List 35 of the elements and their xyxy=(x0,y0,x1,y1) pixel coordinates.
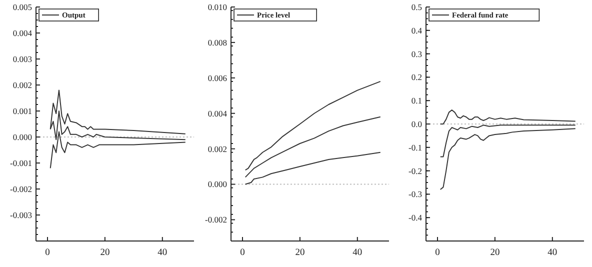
y-tick-label: -0.003 xyxy=(10,210,32,220)
x-tick-label: 20 xyxy=(490,248,500,258)
x-tick-label: 40 xyxy=(158,248,168,258)
y-tick-label: -0.002 xyxy=(10,184,32,194)
y-tick-label: 0.006 xyxy=(208,72,227,83)
y-tick-label: -0.001 xyxy=(10,158,32,168)
y-tick-label: 0.002 xyxy=(208,144,227,154)
y-tick-label: 0.010 xyxy=(208,2,227,12)
x-tick-label: 0 xyxy=(435,248,440,258)
y-tick-label: -0.1 xyxy=(408,142,422,152)
y-tick-label: 0.3 xyxy=(411,48,422,59)
y-tick-label: 0.5 xyxy=(411,2,422,12)
y-tick-label: -0.002 xyxy=(205,214,227,225)
y-tick-label: 0.002 xyxy=(12,80,32,90)
y-tick-label: 0.003 xyxy=(12,54,32,64)
x-tick-label: 0 xyxy=(45,248,50,258)
y-tick-label: 0.000 xyxy=(208,179,227,190)
y-tick-label: -0.4 xyxy=(408,212,423,223)
y-tick-label: 0.2 xyxy=(411,72,422,82)
y-tick-label: 0.1 xyxy=(411,96,422,106)
y-tick-label: -0.3 xyxy=(408,189,422,200)
x-tick-label: 40 xyxy=(352,248,362,258)
x-tick-label: 20 xyxy=(100,248,110,258)
y-tick-label: 0.001 xyxy=(12,106,32,116)
y-tick-label: 0.4 xyxy=(411,25,423,36)
y-tick-label: 0.008 xyxy=(208,37,227,48)
y-tick-label: 0.000 xyxy=(12,132,32,142)
y-tick-label: -0.2 xyxy=(408,166,422,176)
y-tick-label: 0.005 xyxy=(12,2,32,12)
x-tick-label: 40 xyxy=(548,248,558,258)
y-tick-label: 0.004 xyxy=(208,108,228,118)
x-tick-label: 0 xyxy=(240,248,246,258)
y-tick-label: 0.004 xyxy=(12,28,33,38)
y-tick-label: 0.0 xyxy=(411,118,422,129)
x-tick-label: 20 xyxy=(295,248,305,258)
